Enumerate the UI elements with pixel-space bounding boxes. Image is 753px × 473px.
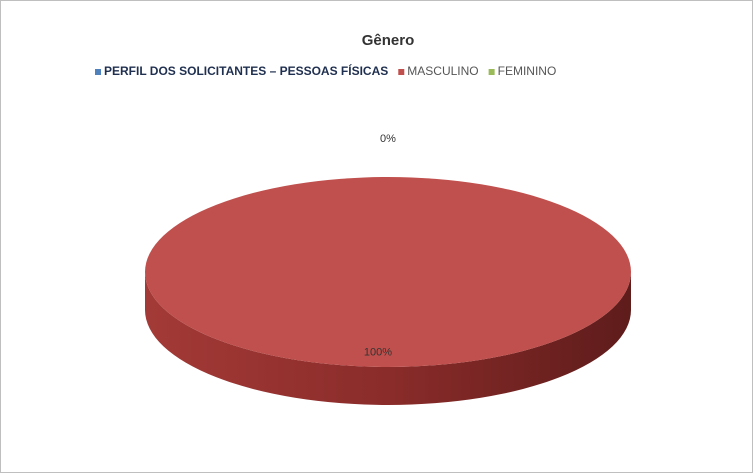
pie-slice — [145, 177, 631, 367]
pie-side — [145, 272, 631, 405]
legend-label: FEMININO — [498, 64, 557, 78]
pie: 100% 0% — [145, 133, 631, 405]
legend-label: PERFIL DOS SOLICITANTES – PESSOAS FÍSICA… — [104, 63, 388, 78]
legend-label: MASCULINO — [407, 64, 478, 78]
chart-title: Gênero — [362, 32, 415, 49]
data-label: 0% — [380, 133, 396, 145]
legend-swatch — [488, 69, 495, 75]
legend: PERFIL DOS SOLICITANTES – PESSOAS FÍSICA… — [95, 63, 556, 78]
data-label: 100% — [364, 347, 392, 359]
legend-swatch — [95, 69, 101, 75]
legend-swatch — [398, 69, 405, 75]
